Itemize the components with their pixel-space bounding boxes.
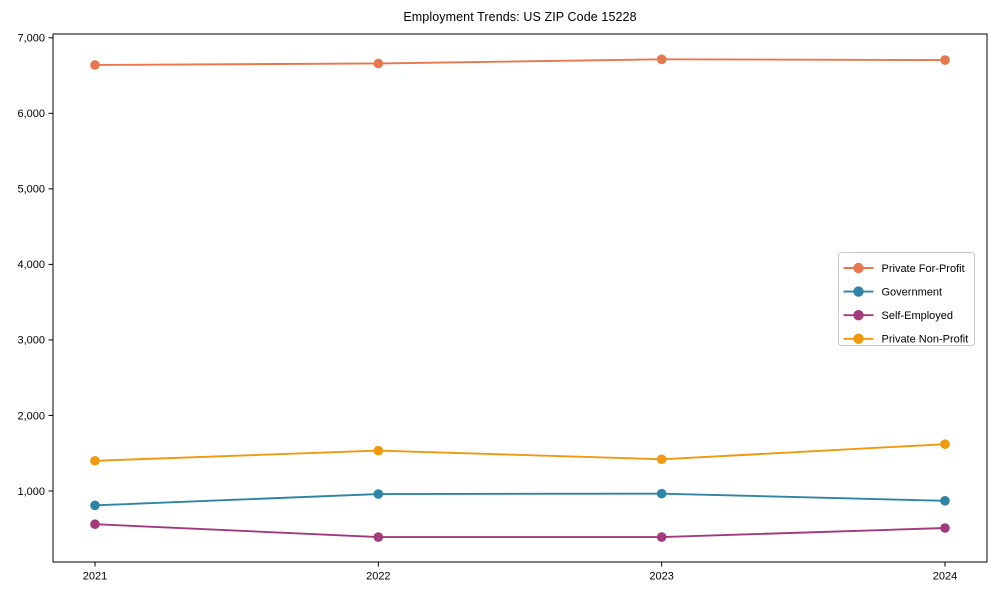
legend-box	[838, 252, 975, 346]
series-line-private-for-profit	[94, 58, 946, 66]
data-point-government-2021	[90, 500, 100, 511]
data-point-private-for-profit-2022	[373, 58, 384, 69]
data-point-private-for-profit-2024	[940, 55, 950, 65]
y-tick-label: 2,000	[17, 410, 45, 422]
y-tick-label: 7,000	[17, 33, 45, 45]
legend-item-self-employed: Self-Employed	[843, 310, 954, 322]
chart-title: Employment Trends: US ZIP Code 15228	[403, 10, 637, 24]
data-point-self-employed-2024	[940, 523, 950, 533]
series-line-private-non-profit	[94, 443, 946, 462]
x-tick-label: 2024	[933, 571, 957, 583]
data-point-private-non-profit-2022	[373, 445, 384, 456]
legend-label: Private For-Profit	[882, 263, 965, 275]
data-point-government-2023	[656, 488, 667, 499]
y-tick-label: 1,000	[17, 486, 45, 498]
legend-item-private-for-profit: Private For-Profit	[843, 262, 965, 275]
x-tick-label: 2022	[366, 571, 390, 583]
data-point-private-non-profit-2021	[90, 455, 100, 466]
data-point-private-for-profit-2021	[90, 60, 100, 70]
y-tick-label: 3,000	[17, 335, 45, 347]
data-point-self-employed-2023	[656, 532, 667, 542]
x-tick-label: 2023	[649, 571, 673, 583]
y-tick-label: 5,000	[17, 184, 45, 196]
data-point-private-non-profit-2024	[940, 439, 950, 449]
legend: Private For-Profit Government Self-Employe…	[838, 252, 975, 346]
data-point-government-2024	[940, 496, 950, 506]
legend-label: Government	[882, 286, 943, 298]
data-point-private-for-profit-2023	[656, 54, 667, 65]
legend-marker-dot	[853, 262, 864, 274]
y-tick-label: 4,000	[17, 259, 45, 271]
legend-label: Private Non-Profit	[882, 334, 969, 346]
legend-marker-dot	[853, 333, 864, 344]
data-point-private-non-profit-2023	[656, 454, 667, 465]
legend-marker-dot	[853, 286, 864, 297]
legend-item-private-non-profit: Private Non-Profit	[843, 333, 969, 346]
data-point-self-employed-2022	[373, 532, 384, 542]
legend-item-government: Government	[843, 286, 943, 298]
legend-label: Self-Employed	[882, 310, 954, 322]
x-tick-label: 2021	[83, 571, 107, 583]
data-point-self-employed-2021	[90, 519, 100, 530]
data-point-government-2022	[373, 489, 384, 499]
series-line-government	[94, 492, 946, 507]
legend-marker-dot	[853, 310, 864, 321]
plot-area	[52, 33, 988, 563]
series-line-self-employed	[94, 523, 946, 539]
y-tick-label: 6,000	[17, 108, 45, 120]
